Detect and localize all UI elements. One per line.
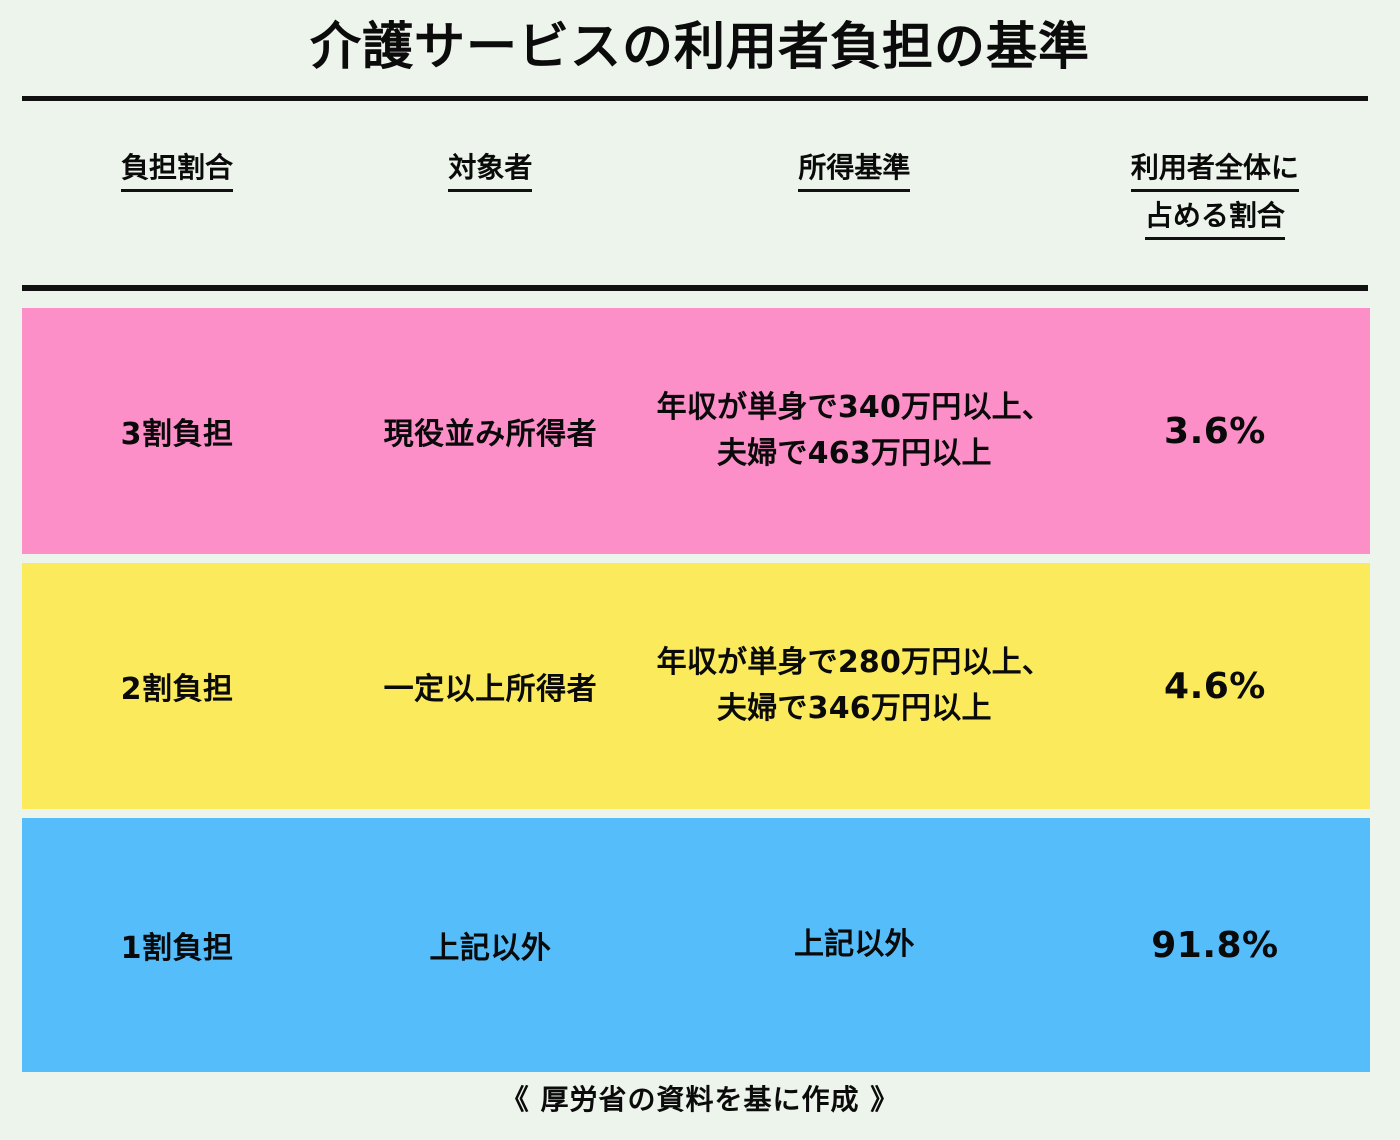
value-user-share: 4.6% [1164, 665, 1266, 707]
cell-user-share: 3.6% [1060, 308, 1370, 554]
value-income-criteria-line1: 年収が単身で340万円以上、 [656, 389, 1053, 425]
header-cell-user-share: 利用者全体に 占める割合 [1060, 120, 1370, 270]
cell-target-person: 上記以外 [332, 818, 649, 1072]
value-target-person: 一定以上所得者 [383, 672, 598, 707]
value-burden-ratio: 3割負担 [120, 417, 234, 452]
value-user-share: 91.8% [1151, 924, 1279, 966]
header-label-user-share: 利用者全体に 占める割合 [1130, 148, 1299, 240]
value-burden-ratio: 1割負担 [120, 931, 234, 966]
source-note: 《 厚労省の資料を基に作成 》 [500, 1083, 900, 1116]
header-label-burden-ratio: 負担割合 [121, 148, 234, 192]
cell-income-criteria: 年収が単身で340万円以上、 夫婦で463万円以上 [649, 308, 1060, 554]
cell-target-person: 一定以上所得者 [332, 563, 649, 809]
table-header-row: 負担割合 対象者 所得基準 利用者全体に 占める割合 [22, 120, 1370, 270]
page-title: 介護サービスの利用者負担の基準 [309, 18, 1090, 77]
cell-user-share: 4.6% [1060, 563, 1370, 809]
cell-user-share: 91.8% [1060, 818, 1370, 1072]
title-divider [22, 96, 1368, 101]
value-user-share: 3.6% [1164, 410, 1266, 452]
value-burden-ratio: 2割負担 [120, 672, 234, 707]
table-row: 3割負担 現役並み所得者 年収が単身で340万円以上、 夫婦で463万円以上 3… [22, 308, 1370, 554]
header-label-user-share-line2: 占める割合 [1144, 196, 1285, 240]
cell-burden-ratio: 2割負担 [22, 563, 332, 809]
value-target-person: 上記以外 [429, 931, 552, 966]
cell-target-person: 現役並み所得者 [332, 308, 649, 554]
header-label-user-share-line1: 利用者全体に [1130, 148, 1299, 192]
cell-income-criteria: 年収が単身で280万円以上、 夫婦で346万円以上 [649, 563, 1060, 809]
header-label-income-criteria: 所得基準 [798, 148, 911, 192]
table: 負担割合 対象者 所得基準 利用者全体に 占める割合 [22, 120, 1370, 270]
value-income-criteria: 上記以外 [793, 926, 915, 962]
cell-burden-ratio: 3割負担 [22, 308, 332, 554]
table-row: 2割負担 一定以上所得者 年収が単身で280万円以上、 夫婦で346万円以上 4… [22, 563, 1370, 809]
header-label-target-person: 対象者 [448, 148, 533, 192]
value-income-criteria-line1: 年収が単身で280万円以上、 [656, 644, 1053, 680]
header-cell-income-criteria: 所得基準 [649, 120, 1060, 270]
table-row: 1割負担 上記以外 上記以外 91.8% [22, 818, 1370, 1072]
value-target-person: 現役並み所得者 [383, 417, 598, 452]
value-income-criteria-line2: 夫婦で463万円以上 [717, 436, 992, 471]
value-income-criteria: 年収が単身で280万円以上、 夫婦で346万円以上 [657, 640, 1052, 733]
header-cell-target-person: 対象者 [332, 120, 649, 270]
cell-burden-ratio: 1割負担 [22, 818, 332, 1072]
cell-income-criteria: 上記以外 [649, 818, 1060, 1072]
header-cell-burden-ratio: 負担割合 [22, 120, 332, 270]
value-income-criteria: 年収が単身で340万円以上、 夫婦で463万円以上 [657, 385, 1052, 478]
header-divider [22, 285, 1368, 291]
value-income-criteria-line2: 夫婦で346万円以上 [717, 691, 992, 726]
